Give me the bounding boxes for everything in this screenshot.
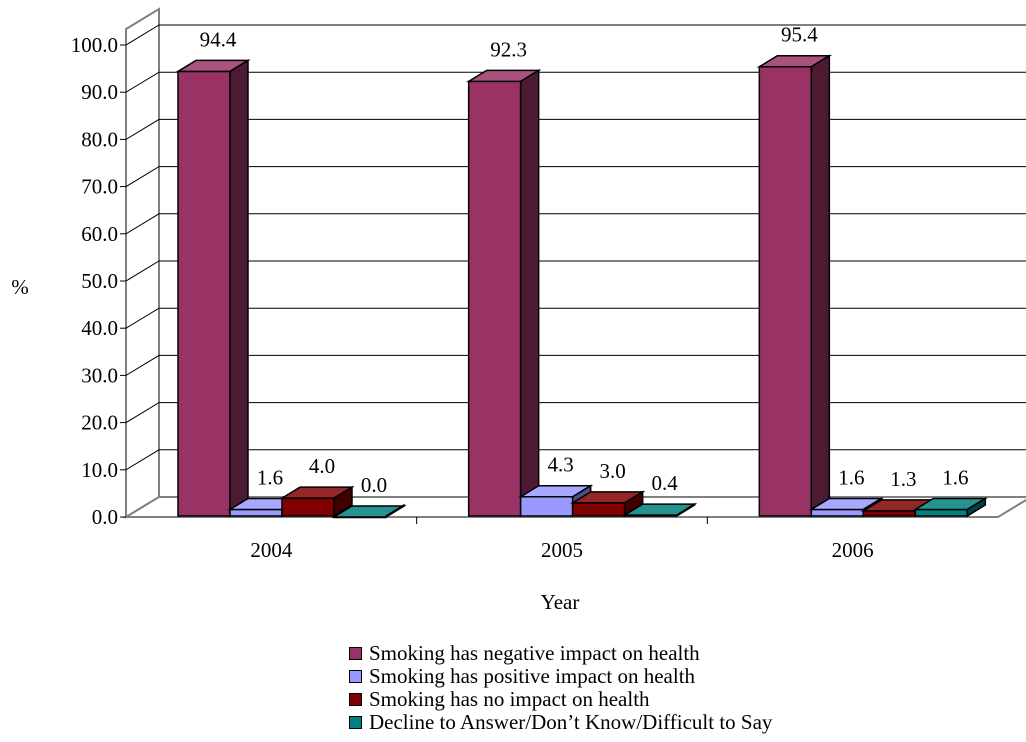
legend-label: Smoking has no impact on health bbox=[369, 687, 650, 711]
bar-front bbox=[177, 70, 231, 517]
legend-item: Smoking has negative impact on health bbox=[349, 642, 772, 665]
data-label: 92.3 bbox=[490, 37, 527, 61]
gridline bbox=[125, 307, 1026, 329]
plot-walls bbox=[122, 7, 1026, 519]
legend-item: Decline to Answer/Don’t Know/Difficult t… bbox=[349, 711, 772, 734]
gridlines bbox=[125, 24, 1026, 471]
bar-side bbox=[385, 503, 405, 519]
bar-front bbox=[519, 495, 574, 517]
y-tick-label: 70.0 bbox=[81, 175, 118, 199]
data-label: 0.0 bbox=[361, 473, 387, 497]
y-tick-label: 40.0 bbox=[81, 316, 118, 340]
data-label: 1.6 bbox=[942, 465, 968, 489]
legend-swatch bbox=[349, 647, 362, 660]
bar-side bbox=[229, 59, 249, 518]
legend-label: Smoking has positive impact on health bbox=[369, 664, 696, 688]
gridline bbox=[125, 71, 1026, 93]
data-label: 0.4 bbox=[652, 471, 679, 495]
bar: 0.0 bbox=[331, 473, 407, 519]
bar-front bbox=[467, 80, 522, 517]
data-label: 3.0 bbox=[600, 459, 626, 483]
x-tick-label: 2004 bbox=[250, 538, 293, 562]
legend-swatch bbox=[349, 670, 362, 683]
legend: Smoking has negative impact on health Sm… bbox=[349, 642, 772, 734]
y-tick-label: 80.0 bbox=[81, 127, 118, 151]
bar-side bbox=[333, 485, 353, 518]
y-tick-label: 90.0 bbox=[81, 80, 118, 104]
bar: 95.4 bbox=[756, 23, 832, 518]
side-wall bbox=[125, 7, 160, 519]
y-tick-label: 10.0 bbox=[81, 458, 118, 482]
bar: 4.0 bbox=[279, 454, 355, 518]
x-axis-title: Year bbox=[541, 590, 580, 614]
y-tick-label: 30.0 bbox=[81, 363, 118, 387]
bar: 3.0 bbox=[570, 459, 646, 518]
legend-label: Decline to Answer/Don’t Know/Difficult t… bbox=[369, 710, 773, 734]
bar-front bbox=[571, 502, 626, 517]
data-label: 1.3 bbox=[890, 467, 916, 491]
x-axis-ticks: 2004 2005 2006 bbox=[250, 517, 874, 562]
bar-front bbox=[229, 508, 283, 517]
data-label: 1.6 bbox=[257, 465, 283, 489]
bar-side bbox=[519, 69, 540, 518]
bar: 1.6 bbox=[912, 465, 988, 518]
legend-item: Smoking has no impact on health bbox=[349, 688, 772, 711]
y-axis-ticks: 0.0 10.0 20.0 30.0 40.0 50.0 60.0 70.0 80.0 90.0 1… bbox=[71, 33, 126, 529]
gridline bbox=[125, 166, 1026, 188]
y-tick-label: 50.0 bbox=[81, 269, 118, 293]
data-label: 94.4 bbox=[200, 27, 237, 51]
data-label: 1.6 bbox=[838, 465, 864, 489]
y-tick-label: 60.0 bbox=[81, 222, 118, 246]
bar-front bbox=[914, 508, 969, 517]
bar: 0.4 bbox=[622, 471, 698, 518]
bar-front bbox=[810, 508, 865, 517]
gridline bbox=[125, 449, 1026, 471]
legend-label: Smoking has negative impact on health bbox=[369, 641, 700, 665]
bar: 92.3 bbox=[466, 37, 542, 518]
bars: 94.4 1.6 4.0 0.0 92.3 4.3 3.0 0.4 95.4 1.6 1.3 1.6 bbox=[175, 23, 988, 519]
bar-front bbox=[862, 510, 917, 517]
y-tick-label: 100.0 bbox=[71, 33, 118, 57]
data-label: 4.3 bbox=[548, 453, 574, 477]
gridline bbox=[125, 260, 1026, 282]
data-label: 4.0 bbox=[309, 454, 335, 478]
bar-side bbox=[810, 54, 831, 518]
bar-side bbox=[675, 502, 696, 518]
bar: 94.4 bbox=[175, 27, 251, 518]
legend-swatch bbox=[349, 716, 362, 729]
bar-front bbox=[281, 497, 335, 517]
y-axis-title: % bbox=[11, 275, 29, 299]
bar-front bbox=[758, 65, 813, 517]
gridline bbox=[125, 402, 1026, 424]
gridline bbox=[125, 213, 1026, 235]
data-label: 95.4 bbox=[781, 23, 818, 47]
legend-swatch bbox=[349, 693, 362, 706]
gridline bbox=[125, 118, 1026, 140]
x-tick-label: 2005 bbox=[541, 538, 583, 562]
bar-side bbox=[966, 497, 987, 518]
gridline bbox=[125, 354, 1026, 376]
x-tick-label: 2006 bbox=[832, 538, 874, 562]
y-tick-label: 20.0 bbox=[81, 411, 118, 435]
y-tick-label: 0.0 bbox=[92, 505, 118, 529]
gridline bbox=[125, 24, 1026, 46]
legend-item: Smoking has positive impact on health bbox=[349, 665, 772, 688]
